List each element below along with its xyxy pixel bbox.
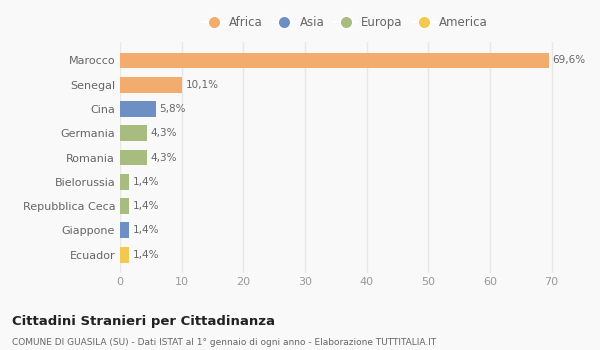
Bar xyxy=(120,77,182,92)
Bar xyxy=(120,52,549,68)
Text: 1,4%: 1,4% xyxy=(133,201,159,211)
Text: 10,1%: 10,1% xyxy=(186,80,219,90)
Text: 4,3%: 4,3% xyxy=(150,128,177,138)
Text: 4,3%: 4,3% xyxy=(150,153,177,162)
Text: 1,4%: 1,4% xyxy=(133,225,159,235)
Text: 69,6%: 69,6% xyxy=(553,55,586,65)
Text: COMUNE DI GUASILA (SU) - Dati ISTAT al 1° gennaio di ogni anno - Elaborazione TU: COMUNE DI GUASILA (SU) - Dati ISTAT al 1… xyxy=(12,338,436,347)
Bar xyxy=(120,223,128,238)
Bar xyxy=(120,247,128,262)
Bar xyxy=(120,174,128,190)
Bar xyxy=(120,125,146,141)
Legend: Africa, Asia, Europa, America: Africa, Asia, Europa, America xyxy=(197,11,493,33)
Bar xyxy=(120,101,156,117)
Bar xyxy=(120,198,128,214)
Text: 1,4%: 1,4% xyxy=(133,177,159,187)
Text: 5,8%: 5,8% xyxy=(160,104,186,114)
Text: 1,4%: 1,4% xyxy=(133,250,159,260)
Text: Cittadini Stranieri per Cittadinanza: Cittadini Stranieri per Cittadinanza xyxy=(12,315,275,328)
Bar xyxy=(120,149,146,166)
